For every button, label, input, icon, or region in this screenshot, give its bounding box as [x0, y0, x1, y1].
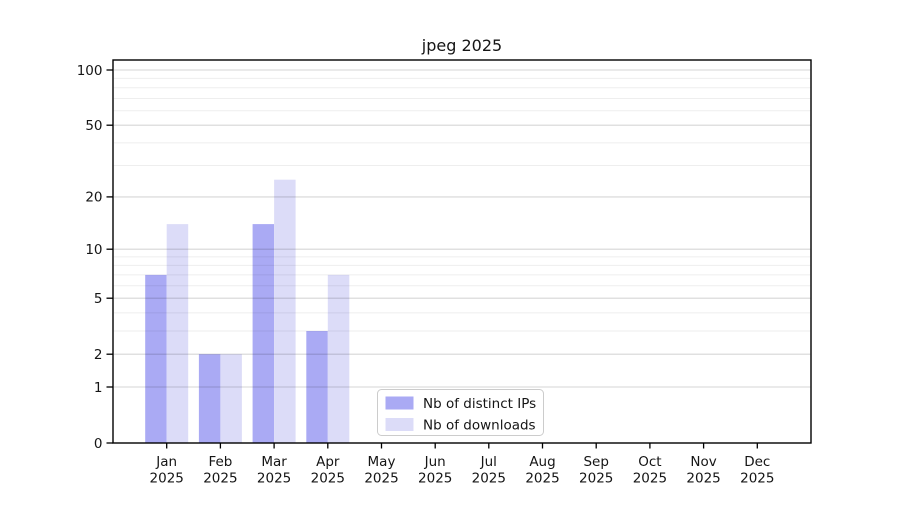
y-tick-label: 10: [85, 242, 102, 258]
x-tick-year-label: 2025: [203, 471, 237, 487]
bar-downloads-feb: [220, 354, 242, 443]
chart-title: jpeg 2025: [421, 36, 502, 55]
bar-distinct-ips-jan: [145, 274, 167, 443]
legend-swatch-downloads: [385, 418, 414, 431]
plot-frame: [112, 59, 812, 444]
bar-distinct-ips-feb: [198, 354, 221, 443]
x-tick-year-label: 2025: [472, 471, 506, 487]
legend-label-distinct-ips: Nb of distinct IPs: [423, 396, 536, 412]
bar-distinct-ips-apr: [306, 331, 328, 443]
y-tick-label: 1: [94, 380, 103, 396]
legend-label-downloads: Nb of downloads: [423, 418, 536, 434]
x-tick-year-label: 2025: [364, 471, 398, 487]
bar-downloads-apr: [327, 274, 350, 443]
x-tick-year-label: 2025: [740, 471, 774, 487]
bar-distinct-ips-mar: [252, 224, 275, 443]
x-tick-year-label: 2025: [633, 471, 667, 487]
y-tick-label: 0: [94, 436, 103, 452]
y-tick-label: 50: [85, 118, 102, 134]
x-tick-month-label: Aug: [529, 454, 555, 470]
bar-downloads-jan: [166, 224, 189, 443]
x-tick-month-label: Dec: [744, 454, 770, 470]
x-tick-year-label: 2025: [150, 471, 184, 487]
x-tick-month-label: Sep: [583, 454, 608, 470]
x-tick-month-label: Nov: [690, 454, 716, 470]
x-tick-year-label: 2025: [579, 471, 613, 487]
x-tick-month-label: Mar: [261, 454, 287, 470]
x-tick-month-label: Jan: [155, 454, 177, 470]
bar-downloads-mar: [274, 179, 296, 443]
y-tick-label: 2: [94, 347, 103, 363]
x-tick-month-label: Feb: [208, 454, 232, 470]
x-tick-year-label: 2025: [686, 471, 720, 487]
x-tick-year-label: 2025: [311, 471, 345, 487]
x-tick-year-label: 2025: [257, 471, 291, 487]
legend-swatch-distinct-ips: [385, 396, 414, 410]
x-tick-month-label: May: [368, 454, 396, 470]
x-tick-month-label: Oct: [638, 454, 661, 470]
x-tick-year-label: 2025: [525, 471, 559, 487]
x-tick-month-label: Jul: [480, 454, 497, 470]
legend: Nb of distinct IPs Nb of downloads: [377, 389, 544, 436]
legend-box: [377, 389, 544, 436]
x-tick-year-label: 2025: [418, 471, 452, 487]
x-tick-month-label: Jun: [424, 454, 446, 470]
y-tick-label: 5: [94, 291, 103, 307]
y-tick-label: 20: [85, 190, 102, 206]
x-tick-month-label: Apr: [316, 454, 340, 470]
y-tick-label: 100: [77, 63, 103, 79]
